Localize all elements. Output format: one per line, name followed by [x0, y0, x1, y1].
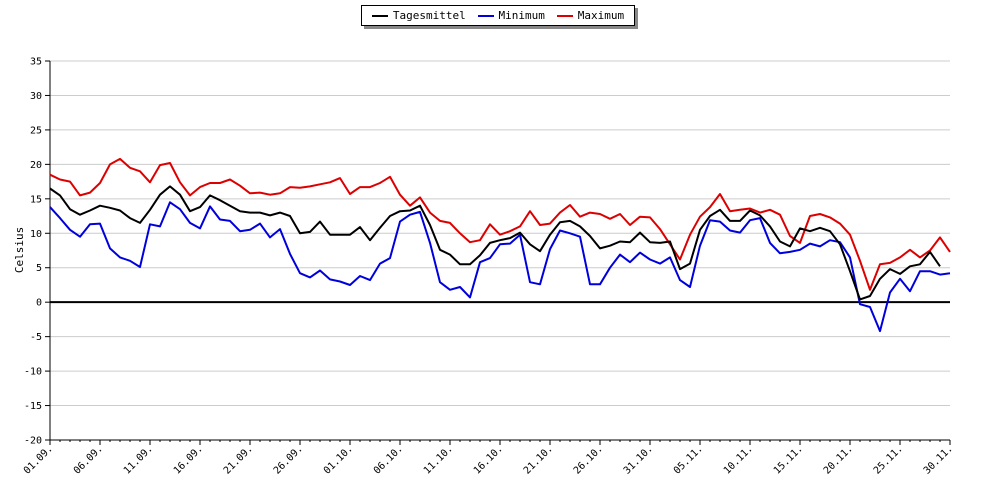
legend-swatch-maximum [556, 14, 573, 17]
y-tick-label: -5 [30, 332, 42, 343]
y-tick-label: -20 [24, 436, 42, 447]
legend-swatch-minimum [477, 14, 494, 17]
x-tick-label: 06.09. [72, 443, 105, 476]
legend-item-tagesmittel: Tagesmittel [371, 9, 466, 22]
y-tick-label: 20 [30, 160, 42, 171]
y-tick-label: 10 [30, 229, 42, 240]
legend-label-tagesmittel: Tagesmittel [392, 9, 466, 22]
x-tick-label: 10.11. [722, 443, 755, 476]
y-tick-label: 25 [30, 125, 42, 136]
y-tick-label: 0 [36, 298, 42, 309]
grid-lines [50, 60, 950, 441]
legend-swatch-tagesmittel [371, 14, 388, 17]
series-line-maximum [49, 157, 951, 291]
legend-item-maximum: Maximum [556, 9, 625, 22]
legend-item-minimum: Minimum [477, 9, 545, 22]
legend-label-minimum: Minimum [498, 9, 545, 22]
chart-legend: Tagesmittel Minimum Maximum [361, 5, 635, 26]
y-tick-label: 5 [36, 263, 42, 274]
x-tick-label: 21.10. [522, 443, 555, 476]
x-tick-label: 16.10. [472, 443, 505, 476]
x-tick-label: 30.11. [922, 443, 955, 476]
x-tick-label: 11.09. [122, 443, 155, 476]
x-tick-label: 26.09. [272, 443, 305, 476]
x-tick-label: 20.11. [822, 443, 855, 476]
x-tick-label: 06.10. [372, 443, 405, 476]
series-line-minimum [49, 201, 951, 333]
x-tick-label: 05.11. [672, 443, 705, 476]
x-tick-label: 31.10. [622, 443, 655, 476]
x-tick-label: 01.10. [322, 443, 355, 476]
y-tick-label: 35 [30, 57, 42, 68]
y-tick-label: -10 [24, 367, 42, 378]
y-tick-label: -15 [24, 401, 42, 412]
x-tick-label: 21.09. [222, 443, 255, 476]
x-tick-label: 01.09. [22, 443, 55, 476]
x-tick-label: 25.11. [872, 443, 905, 476]
y-tick-label: 15 [30, 194, 42, 205]
x-tick-label: 11.10. [422, 443, 455, 476]
series-line-tagesmittel [49, 185, 941, 301]
x-tick-label: 26.10. [572, 443, 605, 476]
x-tick-label: 16.09. [172, 443, 205, 476]
y-tick-label: 30 [30, 91, 42, 102]
series-lines [49, 157, 951, 333]
y-axis-label: Celsius [13, 227, 26, 273]
x-tick-label: 15.11. [772, 443, 805, 476]
legend-label-maximum: Maximum [577, 9, 625, 22]
